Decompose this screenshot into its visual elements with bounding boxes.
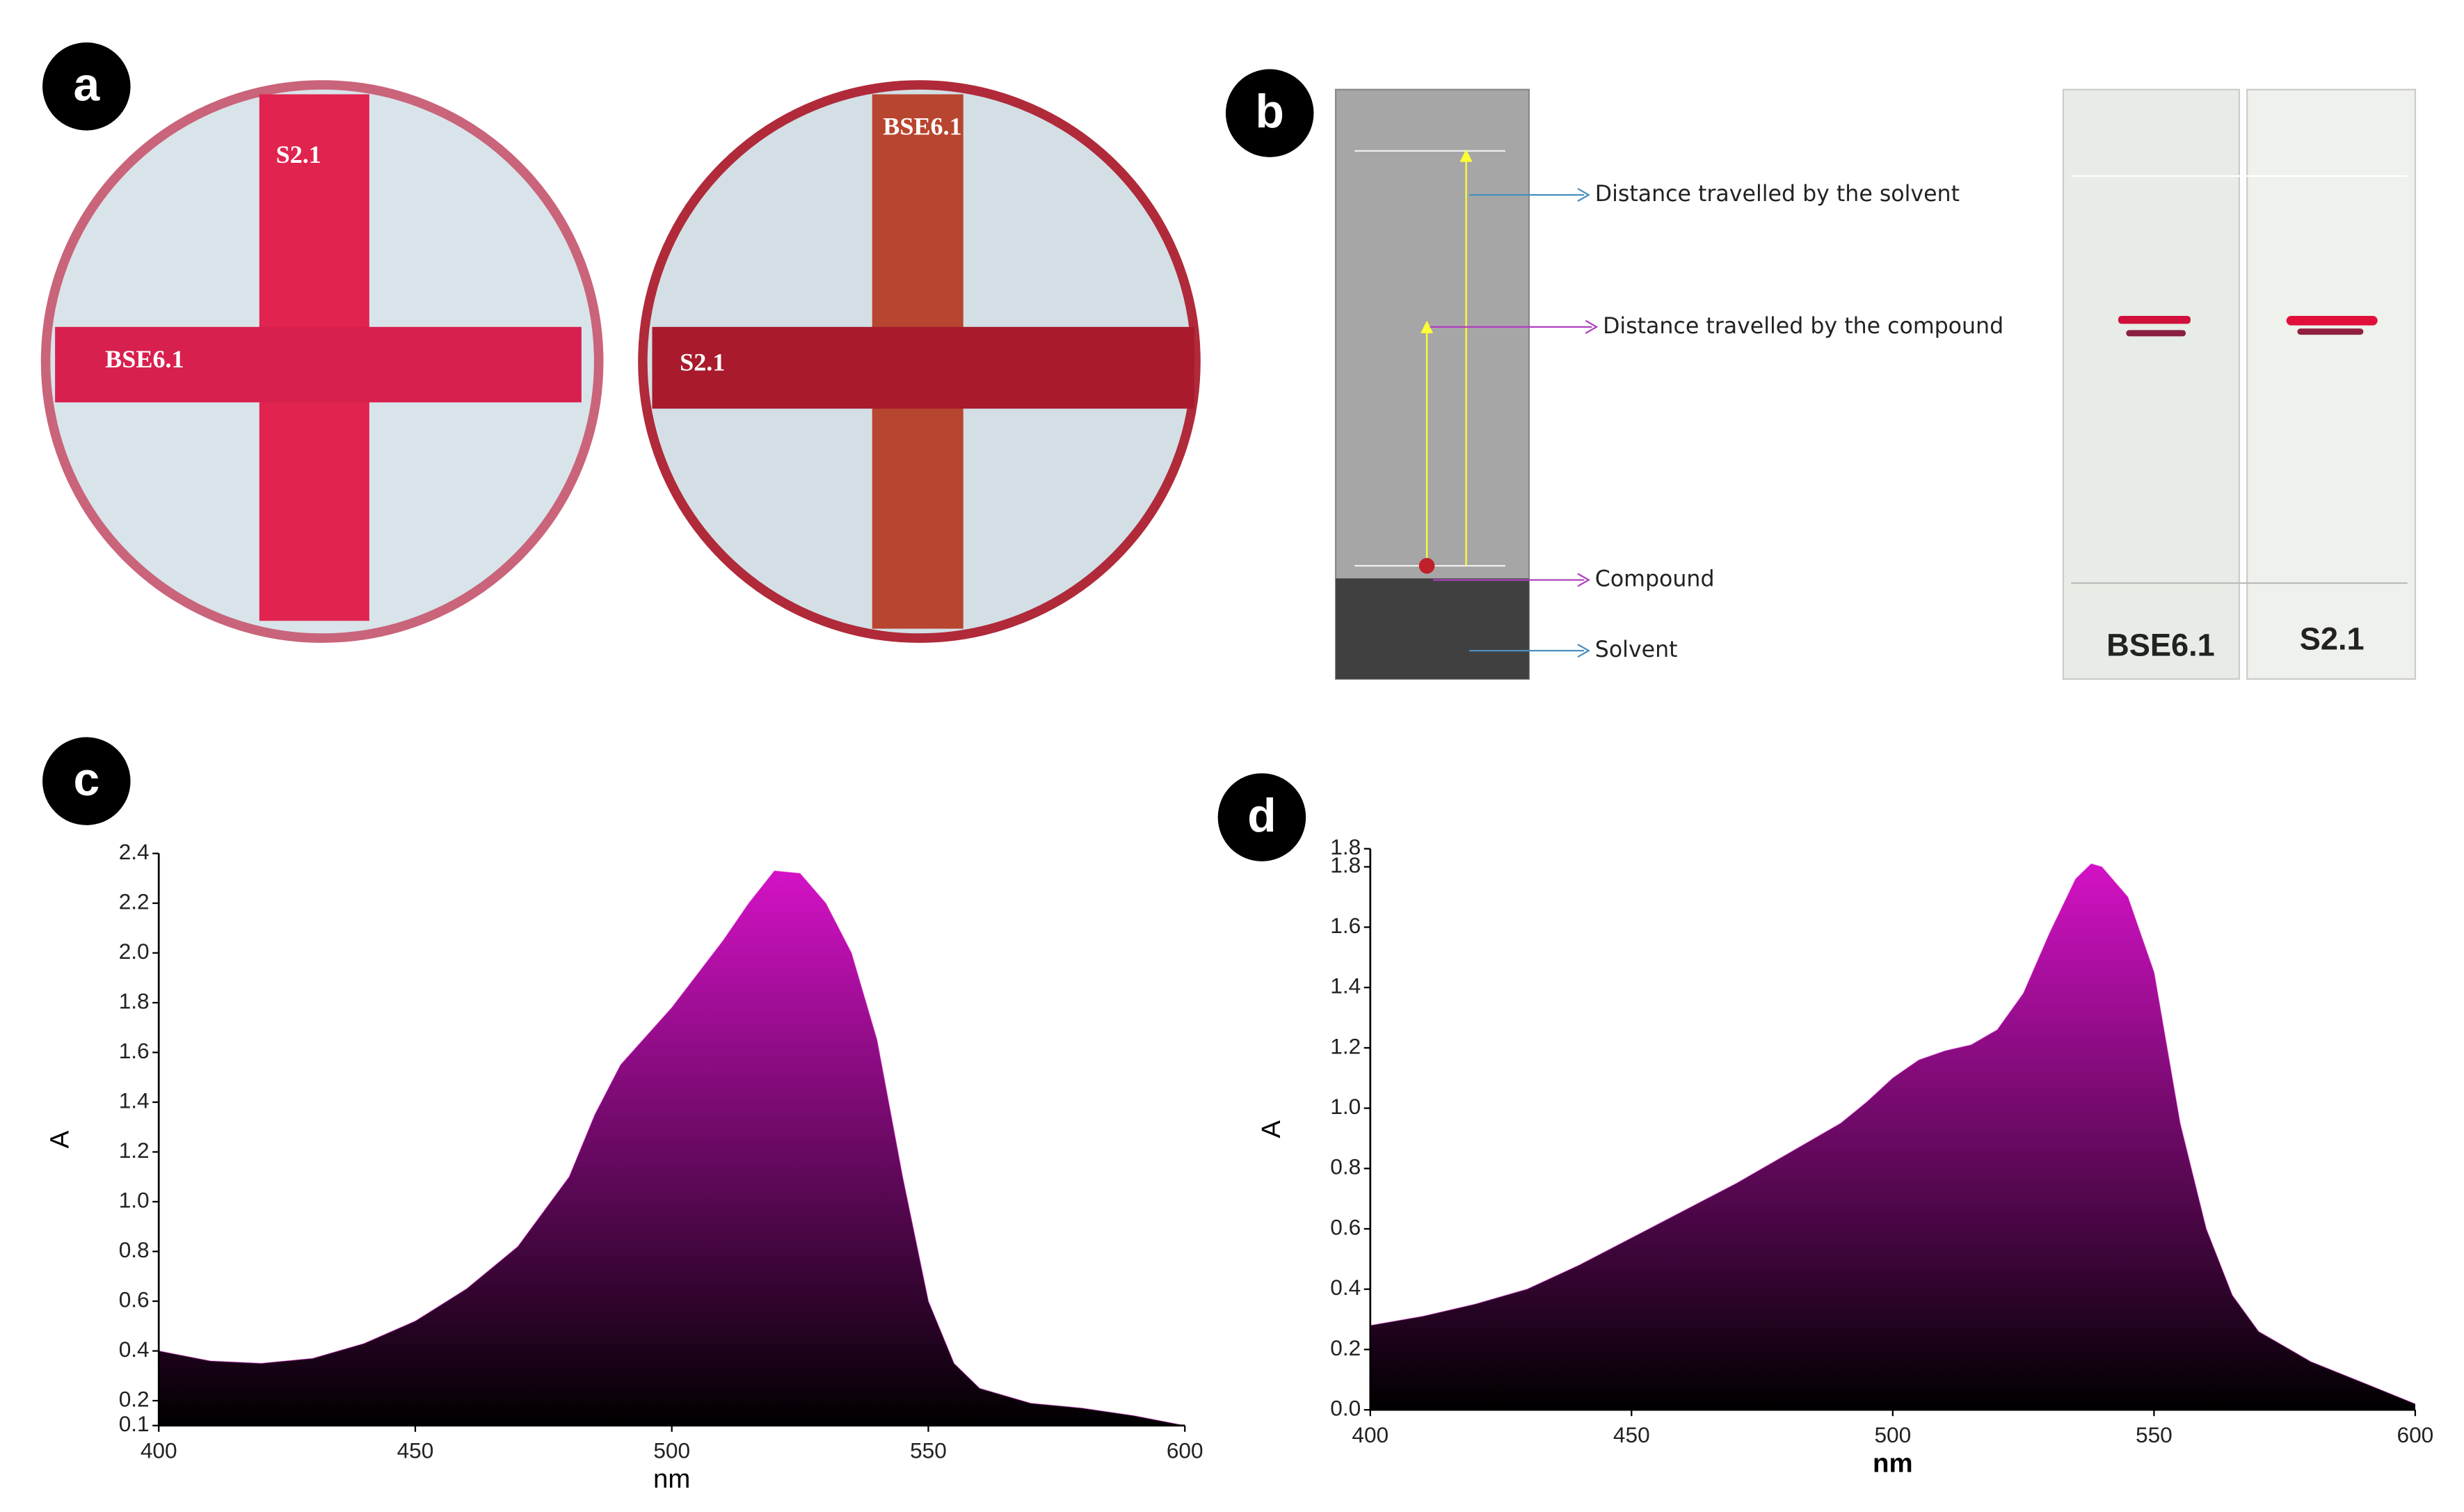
y-tick-label: 1.4 bbox=[1330, 973, 1361, 998]
x-tick-label: 600 bbox=[2397, 1422, 2434, 1447]
y-axis-label: A bbox=[45, 1130, 74, 1148]
y-tick-label: 1.8 bbox=[119, 988, 150, 1013]
area-fill bbox=[159, 870, 1185, 1426]
x-tick-label: 500 bbox=[1874, 1422, 1911, 1447]
y-tick-label: 1.6 bbox=[1330, 913, 1361, 938]
diagram-label: Compound bbox=[1595, 567, 1715, 592]
y-tick-label: 0.6 bbox=[119, 1287, 150, 1312]
panel-badge bbox=[1225, 69, 1314, 157]
panel-badge bbox=[42, 42, 131, 131]
diagram-label: Solvent bbox=[1595, 637, 1678, 662]
plate-label: S2.1 bbox=[276, 141, 321, 168]
x-tick-label: 550 bbox=[910, 1438, 947, 1463]
y-tick-label: 2.4 bbox=[119, 839, 150, 864]
panel-label: c bbox=[73, 754, 99, 806]
plate-label: S2.1 bbox=[680, 348, 725, 376]
y-tick-label: 1.8 bbox=[1330, 834, 1361, 859]
x-axis-label: nm bbox=[1873, 1448, 1913, 1478]
y-tick-label: 0.0 bbox=[1330, 1396, 1361, 1421]
panel-badge bbox=[1217, 773, 1306, 861]
y-tick-label: 1.4 bbox=[119, 1088, 150, 1113]
y-tick-label: 2.0 bbox=[119, 939, 150, 964]
y-tick-label: 0.2 bbox=[1330, 1335, 1361, 1360]
y-tick-label: 2.2 bbox=[119, 889, 150, 914]
panel-label: b bbox=[1256, 86, 1284, 138]
x-axis-label: nm bbox=[653, 1464, 690, 1494]
y-tick-label: 1.8 bbox=[1330, 852, 1361, 877]
panel-badge bbox=[42, 737, 131, 825]
x-tick-label: 400 bbox=[141, 1438, 177, 1463]
y-tick-label: 1.2 bbox=[1330, 1033, 1361, 1058]
y-axis-label: A bbox=[1256, 1120, 1286, 1138]
x-tick-label: 400 bbox=[1352, 1422, 1389, 1447]
tlc-strips bbox=[2062, 88, 2417, 680]
y-tick-label: 0.8 bbox=[1330, 1154, 1361, 1179]
area-line bbox=[1370, 863, 2416, 1405]
plate-label: BSE6.1 bbox=[883, 113, 961, 141]
y-tick-label: 0.4 bbox=[1330, 1275, 1361, 1300]
y-tick-label: 1.0 bbox=[119, 1187, 150, 1212]
x-tick-label: 450 bbox=[1613, 1422, 1650, 1447]
panel-label: a bbox=[73, 58, 100, 111]
lane-label: BSE6.1 bbox=[2106, 628, 2215, 663]
y-tick-label: 1.6 bbox=[119, 1038, 150, 1063]
panel-label: d bbox=[1247, 790, 1276, 842]
diagram-label: Distance travelled by the solvent bbox=[1595, 182, 1960, 207]
y-tick-label: 0.4 bbox=[119, 1337, 150, 1362]
area-line bbox=[159, 870, 1185, 1426]
x-tick-label: 450 bbox=[397, 1438, 434, 1463]
x-tick-label: 500 bbox=[653, 1438, 690, 1463]
y-tick-label: 0.8 bbox=[119, 1237, 150, 1262]
plate-right bbox=[638, 80, 1201, 643]
y-tick-label: 1.0 bbox=[1330, 1094, 1361, 1119]
diagram-label: Distance travelled by the compound bbox=[1603, 314, 2003, 339]
x-tick-label: 550 bbox=[2136, 1422, 2173, 1447]
x-tick-label: 600 bbox=[1167, 1438, 1203, 1463]
plate-left bbox=[40, 80, 604, 643]
y-tick-label: 0.1 bbox=[119, 1411, 150, 1436]
tlc-diagram bbox=[1334, 88, 1599, 680]
y-tick-label: 1.2 bbox=[119, 1138, 150, 1163]
plate-label: BSE6.1 bbox=[105, 345, 184, 373]
lane-label: S2.1 bbox=[2300, 621, 2365, 657]
y-tick-label: 0.6 bbox=[1330, 1214, 1361, 1239]
y-tick-label: 0.2 bbox=[119, 1386, 150, 1411]
area-fill bbox=[1370, 864, 2415, 1410]
